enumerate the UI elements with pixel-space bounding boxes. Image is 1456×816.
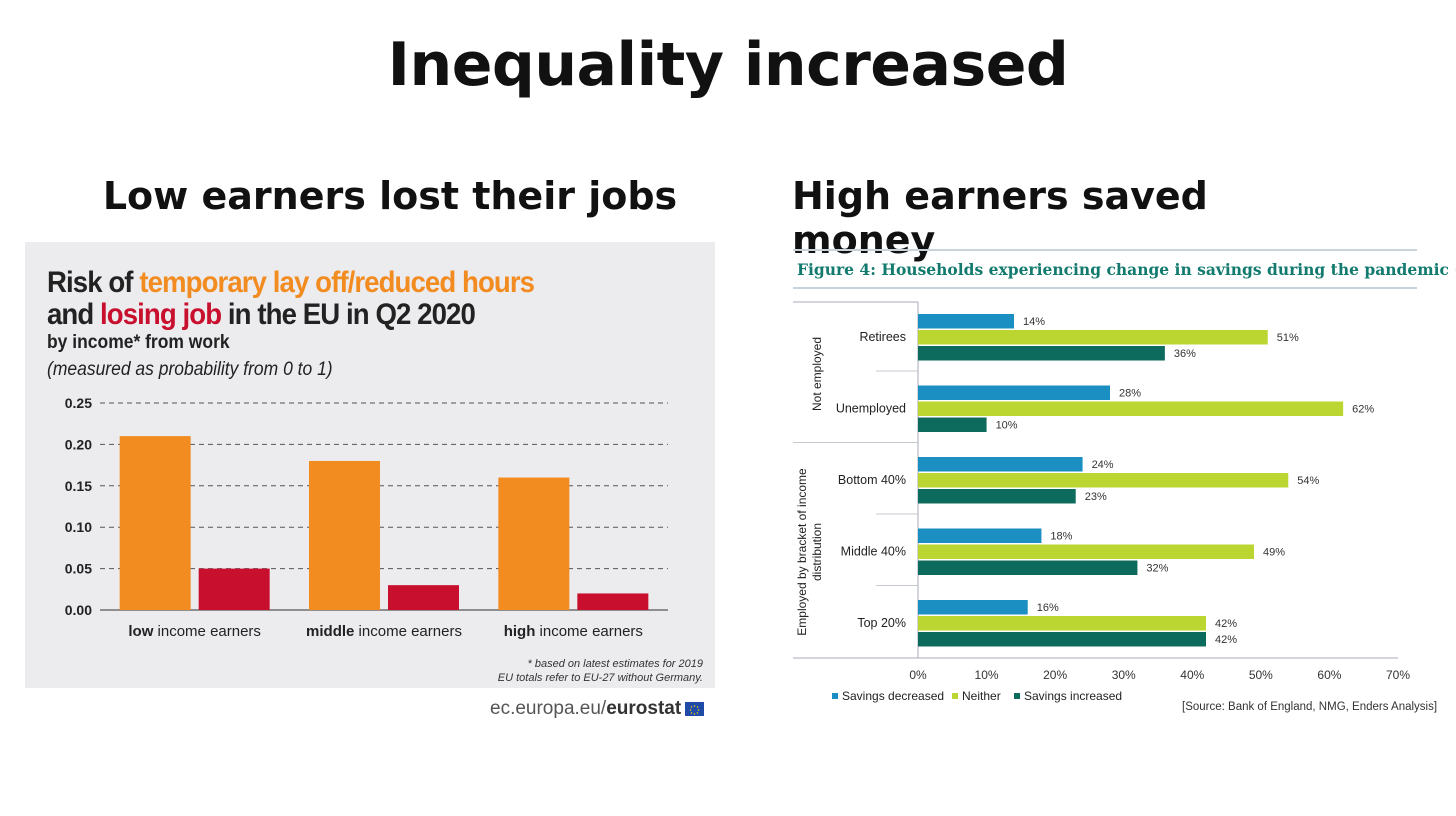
figure-title-rule	[793, 287, 1417, 289]
data-label: 32%	[1146, 563, 1168, 575]
right-heading: High earners saved money	[792, 174, 1208, 262]
y-tick-label: 0.00	[65, 602, 92, 618]
bar	[918, 473, 1289, 488]
data-label: 10%	[996, 420, 1018, 432]
data-label: 49%	[1263, 547, 1285, 559]
category-label: Top 20%	[857, 616, 906, 630]
bar	[918, 489, 1076, 504]
slide-title: Inequality increased	[387, 30, 1069, 100]
data-label: 54%	[1297, 475, 1319, 487]
data-label: 62%	[1352, 404, 1374, 416]
data-label: 24%	[1092, 459, 1114, 471]
x-tick-label: 40%	[1180, 668, 1204, 682]
bar	[309, 460, 380, 610]
group-label-employed-line1: Employed by bracket of income	[795, 468, 809, 636]
figure-top-rule	[793, 249, 1417, 251]
bar	[388, 585, 459, 610]
x-category-label: low income earners	[128, 623, 261, 640]
x-tick-label: 0%	[909, 668, 927, 682]
legend-swatch	[832, 693, 838, 699]
bar	[918, 417, 987, 432]
data-label: 42%	[1215, 618, 1237, 630]
x-tick-label: 20%	[1043, 668, 1067, 682]
bar	[498, 477, 570, 610]
bar	[918, 385, 1110, 400]
x-tick-label: 70%	[1386, 668, 1410, 682]
y-tick-label: 0.05	[65, 561, 92, 577]
footnote-estimates: * based on latest estimates for 2019	[527, 658, 704, 670]
bank-source: [Source: Bank of England, NMG, Enders An…	[1182, 701, 1438, 713]
data-label: 18%	[1050, 531, 1072, 543]
y-tick-label: 0.10	[65, 519, 92, 535]
bar	[918, 544, 1254, 559]
x-category-label: high income earners	[504, 623, 643, 640]
bar	[918, 457, 1083, 472]
data-label: 36%	[1174, 348, 1196, 360]
group-label-employed-line2: distribution	[810, 523, 824, 581]
legend-swatch	[952, 693, 958, 699]
x-tick-label: 10%	[975, 668, 999, 682]
bar	[918, 401, 1344, 416]
legend-swatch	[1014, 693, 1020, 699]
x-tick-label: 50%	[1249, 668, 1273, 682]
group-label-not-employed: Not employed	[810, 337, 824, 411]
category-label: Unemployed	[836, 402, 906, 416]
data-label: 16%	[1037, 602, 1059, 614]
left-bar-chart: 0.00 0.05 0.10 0.15 0.20 0.25 low income earne…	[65, 395, 668, 640]
eurostat-chart-panel: Risk of temporary lay off/reduced hours …	[25, 242, 715, 688]
bar	[577, 593, 649, 610]
y-tick-label: 0.15	[65, 478, 92, 494]
y-tick-label: 0.20	[65, 436, 92, 452]
bar	[918, 616, 1206, 631]
data-label: 42%	[1215, 634, 1237, 646]
title-highlight-layoff: temporary lay off/reduced hours	[139, 266, 535, 299]
eurostat-source: ec.europa.eu/eurostat	[490, 698, 682, 719]
bar	[918, 330, 1268, 345]
legend-label: Savings decreased	[842, 689, 944, 703]
chart-subtitle: by income* from work	[47, 332, 230, 353]
legend-label: Savings increased	[1024, 689, 1122, 703]
legend-label: Neither	[962, 689, 1001, 703]
x-tick-label: 60%	[1317, 668, 1341, 682]
x-category-label: middle income earners	[306, 623, 462, 640]
eu-flag-icon	[685, 702, 704, 716]
category-label: Retirees	[859, 330, 906, 344]
category-label: Middle 40%	[841, 545, 906, 559]
chart-title-line2: and losing job in the EU in Q2 2020	[47, 298, 476, 331]
data-label: 14%	[1023, 316, 1045, 328]
y-tick-label: 0.25	[65, 395, 92, 411]
bar	[918, 560, 1138, 575]
x-tick-label: 30%	[1112, 668, 1136, 682]
left-heading: Low earners lost their jobs	[102, 174, 678, 218]
data-label: 23%	[1085, 491, 1107, 503]
data-label: 51%	[1277, 332, 1299, 344]
footnote-eu-totals: EU totals refer to EU-27 without Germany…	[497, 672, 703, 684]
chart-subtitle-measure: (measured as probability from 0 to 1)	[47, 359, 333, 380]
bar	[918, 632, 1206, 647]
bar	[119, 436, 191, 610]
right-hbar-chart: 14% 51% 36% Retirees 28% 62% 10% Unemployed 24% 5…	[793, 301, 1410, 703]
bar	[918, 528, 1042, 543]
data-label: 28%	[1119, 388, 1141, 400]
bar	[918, 314, 1014, 329]
category-label: Bottom 40%	[838, 473, 906, 487]
chart-title-line1: Risk of temporary lay off/reduced hours	[47, 266, 535, 299]
bar	[198, 568, 270, 610]
bar	[918, 600, 1028, 615]
bar	[918, 346, 1165, 361]
title-highlight-losing-job: losing job	[100, 298, 222, 331]
figure-title: Figure 4: Households experiencing change…	[797, 260, 1456, 279]
